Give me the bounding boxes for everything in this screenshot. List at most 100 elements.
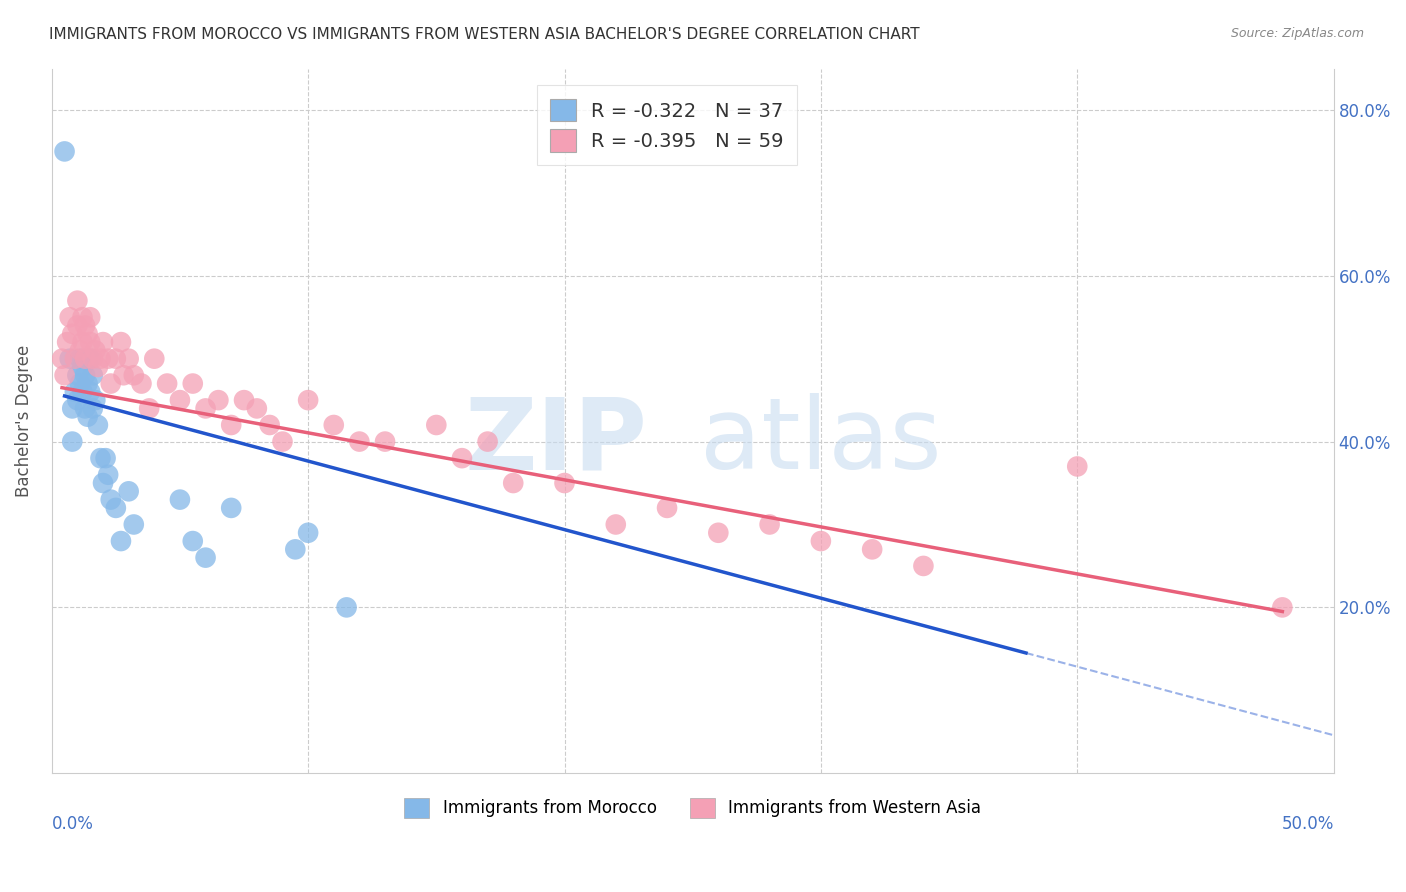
Point xyxy=(259,417,281,432)
Point xyxy=(336,600,359,615)
Point xyxy=(110,534,132,549)
Point xyxy=(169,393,191,408)
Point xyxy=(100,376,122,391)
Point xyxy=(131,376,153,391)
Point xyxy=(69,351,91,366)
Point xyxy=(758,517,780,532)
Point xyxy=(322,417,344,432)
Point xyxy=(112,368,135,383)
Point xyxy=(87,359,110,374)
Point xyxy=(66,293,89,308)
Point xyxy=(69,376,91,391)
Point xyxy=(63,351,86,366)
Text: 0.0%: 0.0% xyxy=(52,815,94,833)
Point xyxy=(87,417,110,432)
Legend: R = -0.322   N = 37, R = -0.395   N = 59: R = -0.322 N = 37, R = -0.395 N = 59 xyxy=(537,86,797,165)
Point xyxy=(72,359,94,374)
Y-axis label: Bachelor's Degree: Bachelor's Degree xyxy=(15,344,32,497)
Point xyxy=(94,451,117,466)
Point xyxy=(122,368,145,383)
Point xyxy=(56,335,79,350)
Point xyxy=(451,451,474,466)
Text: Source: ZipAtlas.com: Source: ZipAtlas.com xyxy=(1230,27,1364,40)
Point xyxy=(118,351,141,366)
Point xyxy=(156,376,179,391)
Point xyxy=(104,500,127,515)
Point xyxy=(91,476,114,491)
Point xyxy=(84,393,107,408)
Point xyxy=(104,351,127,366)
Point xyxy=(97,467,120,482)
Point xyxy=(374,434,396,449)
Point xyxy=(284,542,307,557)
Point xyxy=(82,368,104,383)
Point xyxy=(89,451,111,466)
Point xyxy=(66,368,89,383)
Point xyxy=(69,343,91,358)
Point xyxy=(110,335,132,350)
Point xyxy=(82,401,104,416)
Point xyxy=(66,318,89,333)
Text: atlas: atlas xyxy=(700,393,942,491)
Point xyxy=(79,351,101,366)
Point xyxy=(194,401,217,416)
Point xyxy=(75,401,97,416)
Point xyxy=(219,500,242,515)
Point xyxy=(860,542,883,557)
Point xyxy=(1066,459,1088,474)
Point xyxy=(66,393,89,408)
Point xyxy=(143,351,166,366)
Text: 50.0%: 50.0% xyxy=(1281,815,1334,833)
Point xyxy=(912,558,935,573)
Point xyxy=(76,409,98,424)
Point xyxy=(59,351,82,366)
Point xyxy=(76,326,98,341)
Point xyxy=(138,401,160,416)
Point xyxy=(60,434,83,449)
Text: IMMIGRANTS FROM MOROCCO VS IMMIGRANTS FROM WESTERN ASIA BACHELOR'S DEGREE CORREL: IMMIGRANTS FROM MOROCCO VS IMMIGRANTS FR… xyxy=(49,27,920,42)
Point xyxy=(810,534,832,549)
Point xyxy=(246,401,269,416)
Point xyxy=(51,351,73,366)
Point xyxy=(297,393,319,408)
Point xyxy=(181,376,204,391)
Point xyxy=(502,476,524,491)
Point xyxy=(75,351,97,366)
Point xyxy=(63,384,86,399)
Point xyxy=(72,310,94,325)
Point xyxy=(655,500,678,515)
Text: ZIP: ZIP xyxy=(465,393,648,491)
Point xyxy=(59,310,82,325)
Point xyxy=(181,534,204,549)
Point xyxy=(89,351,111,366)
Point xyxy=(79,335,101,350)
Point xyxy=(118,484,141,499)
Point xyxy=(75,368,97,383)
Point xyxy=(79,310,101,325)
Point xyxy=(76,376,98,391)
Point xyxy=(84,343,107,358)
Point xyxy=(169,492,191,507)
Point xyxy=(122,517,145,532)
Point xyxy=(72,335,94,350)
Point xyxy=(605,517,627,532)
Point xyxy=(271,434,294,449)
Point xyxy=(100,492,122,507)
Point xyxy=(97,351,120,366)
Point xyxy=(91,335,114,350)
Point xyxy=(207,393,229,408)
Point xyxy=(82,351,104,366)
Point xyxy=(425,417,447,432)
Point xyxy=(53,368,76,383)
Point xyxy=(60,326,83,341)
Point xyxy=(477,434,499,449)
Point xyxy=(553,476,575,491)
Point xyxy=(233,393,256,408)
Point xyxy=(1271,600,1294,615)
Point xyxy=(707,525,730,540)
Point xyxy=(79,384,101,399)
Point xyxy=(349,434,371,449)
Point xyxy=(53,145,76,159)
Point xyxy=(297,525,319,540)
Point xyxy=(75,318,97,333)
